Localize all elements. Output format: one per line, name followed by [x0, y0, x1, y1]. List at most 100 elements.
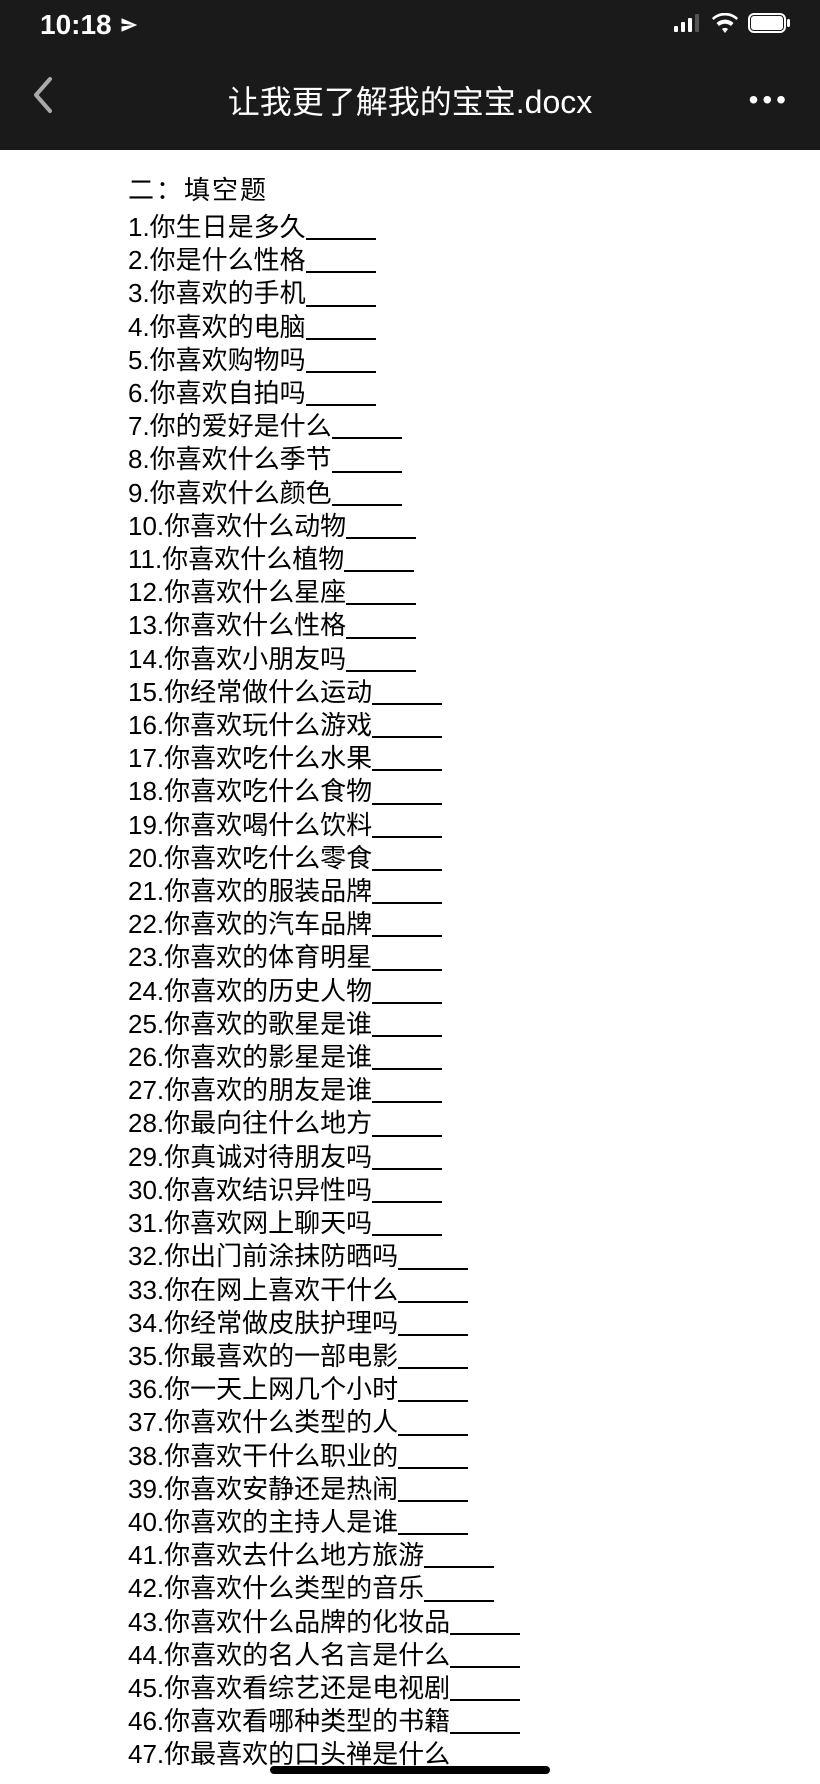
- question-item: 28.你最向往什么地方: [128, 1107, 820, 1140]
- fill-blank: [398, 1400, 468, 1402]
- fill-blank: [306, 404, 376, 406]
- question-text: 34.你经常做皮肤护理吗: [128, 1308, 398, 1338]
- nav-bar: 让我更了解我的宝宝.docx •••: [0, 50, 820, 150]
- fill-blank: [398, 1301, 468, 1303]
- question-text: 5.你喜欢购物吗: [128, 345, 306, 375]
- question-item: 39.你喜欢安静还是热闹: [128, 1473, 820, 1506]
- location-icon: [120, 9, 138, 41]
- fill-blank: [450, 1666, 520, 1668]
- fill-blank: [372, 935, 442, 937]
- question-text: 6.你喜欢自拍吗: [128, 378, 306, 408]
- wifi-icon: [712, 13, 738, 38]
- question-text: 19.你喜欢喝什么饮料: [128, 810, 372, 840]
- question-item: 5.你喜欢购物吗: [128, 344, 820, 377]
- question-item: 43.你喜欢什么品牌的化妆品: [128, 1606, 820, 1639]
- question-text: 35.你最喜欢的一部电影: [128, 1341, 398, 1371]
- question-item: 9.你喜欢什么颜色: [128, 477, 820, 510]
- question-item: 41.你喜欢去什么地方旅游: [128, 1539, 820, 1572]
- question-text: 4.你喜欢的电脑: [128, 312, 306, 342]
- question-item: 45.你喜欢看综艺还是电视剧: [128, 1672, 820, 1705]
- question-item: 21.你喜欢的服装品牌: [128, 875, 820, 908]
- fill-blank: [372, 869, 442, 871]
- question-item: 32.你出门前涂抹防晒吗: [128, 1240, 820, 1273]
- fill-blank: [306, 338, 376, 340]
- question-text: 27.你喜欢的朋友是谁: [128, 1075, 372, 1105]
- question-text: 33.你在网上喜欢干什么: [128, 1275, 398, 1305]
- battery-icon: [748, 13, 790, 38]
- question-item: 26.你喜欢的影星是谁: [128, 1041, 820, 1074]
- question-text: 13.你喜欢什么性格: [128, 610, 346, 640]
- question-item: 46.你喜欢看哪种类型的书籍: [128, 1705, 820, 1738]
- question-text: 26.你喜欢的影星是谁: [128, 1042, 372, 1072]
- question-item: 14.你喜欢小朋友吗: [128, 643, 820, 676]
- question-text: 22.你喜欢的汽车品牌: [128, 909, 372, 939]
- question-text: 47.你最喜欢的口头禅是什么: [128, 1739, 450, 1769]
- question-item: 20.你喜欢吃什么零食: [128, 842, 820, 875]
- question-item: 23.你喜欢的体育明星: [128, 941, 820, 974]
- question-item: 42.你喜欢什么类型的音乐: [128, 1572, 820, 1605]
- fill-blank: [346, 537, 416, 539]
- question-text: 9.你喜欢什么颜色: [128, 478, 332, 508]
- fill-blank: [450, 1732, 520, 1734]
- question-text: 44.你喜欢的名人名言是什么: [128, 1640, 450, 1670]
- question-list: 1.你生日是多久2.你是什么性格3.你喜欢的手机4.你喜欢的电脑5.你喜欢购物吗…: [128, 211, 820, 1772]
- question-text: 20.你喜欢吃什么零食: [128, 843, 372, 873]
- fill-blank: [372, 1002, 442, 1004]
- question-text: 42.你喜欢什么类型的音乐: [128, 1573, 424, 1603]
- question-item: 1.你生日是多久: [128, 211, 820, 244]
- question-item: 34.你经常做皮肤护理吗: [128, 1307, 820, 1340]
- question-text: 16.你喜欢玩什么游戏: [128, 710, 372, 740]
- question-item: 15.你经常做什么运动: [128, 676, 820, 709]
- question-item: 8.你喜欢什么季节: [128, 443, 820, 476]
- fill-blank: [398, 1434, 468, 1436]
- nav-title: 让我更了解我的宝宝.docx: [228, 77, 593, 123]
- question-item: 33.你在网上喜欢干什么: [128, 1274, 820, 1307]
- home-indicator[interactable]: [270, 1766, 550, 1774]
- question-item: 3.你喜欢的手机: [128, 277, 820, 310]
- fill-blank: [346, 670, 416, 672]
- question-item: 30.你喜欢结识异性吗: [128, 1174, 820, 1207]
- fill-blank: [372, 1068, 442, 1070]
- back-button[interactable]: [30, 75, 54, 125]
- fill-blank: [372, 836, 442, 838]
- fill-blank: [372, 969, 442, 971]
- more-button[interactable]: •••: [749, 84, 790, 116]
- question-text: 12.你喜欢什么星座: [128, 577, 346, 607]
- question-item: 16.你喜欢玩什么游戏: [128, 709, 820, 742]
- fill-blank: [332, 437, 402, 439]
- question-text: 30.你喜欢结识异性吗: [128, 1175, 372, 1205]
- status-time: 10:18: [40, 9, 112, 41]
- question-text: 25.你喜欢的歌星是谁: [128, 1009, 372, 1039]
- question-item: 7.你的爱好是什么: [128, 410, 820, 443]
- document-viewer[interactable]: 二：填空题 1.你生日是多久2.你是什么性格3.你喜欢的手机4.你喜欢的电脑5.…: [0, 150, 820, 1784]
- question-item: 10.你喜欢什么动物: [128, 510, 820, 543]
- question-text: 14.你喜欢小朋友吗: [128, 644, 346, 674]
- question-item: 36.你一天上网几个小时: [128, 1373, 820, 1406]
- question-text: 32.你出门前涂抹防晒吗: [128, 1241, 398, 1271]
- question-item: 13.你喜欢什么性格: [128, 609, 820, 642]
- question-item: 38.你喜欢干什么职业的: [128, 1440, 820, 1473]
- question-item: 29.你真诚对待朋友吗: [128, 1141, 820, 1174]
- question-text: 29.你真诚对待朋友吗: [128, 1142, 372, 1172]
- fill-blank: [306, 305, 376, 307]
- question-text: 23.你喜欢的体育明星: [128, 942, 372, 972]
- question-item: 37.你喜欢什么类型的人: [128, 1406, 820, 1439]
- fill-blank: [398, 1533, 468, 1535]
- fill-blank: [306, 371, 376, 373]
- fill-blank: [346, 637, 416, 639]
- question-text: 7.你的爱好是什么: [128, 411, 332, 441]
- fill-blank: [398, 1467, 468, 1469]
- question-item: 31.你喜欢网上聊天吗: [128, 1207, 820, 1240]
- question-text: 36.你一天上网几个小时: [128, 1374, 398, 1404]
- fill-blank: [372, 803, 442, 805]
- question-text: 38.你喜欢干什么职业的: [128, 1441, 398, 1471]
- question-text: 45.你喜欢看综艺还是电视剧: [128, 1673, 450, 1703]
- fill-blank: [398, 1367, 468, 1369]
- fill-blank: [372, 736, 442, 738]
- question-text: 11.你喜欢什么植物: [128, 544, 344, 574]
- question-text: 18.你喜欢吃什么食物: [128, 776, 372, 806]
- question-text: 15.你经常做什么运动: [128, 677, 372, 707]
- fill-blank: [306, 271, 376, 273]
- question-item: 24.你喜欢的历史人物: [128, 975, 820, 1008]
- question-item: 25.你喜欢的歌星是谁: [128, 1008, 820, 1041]
